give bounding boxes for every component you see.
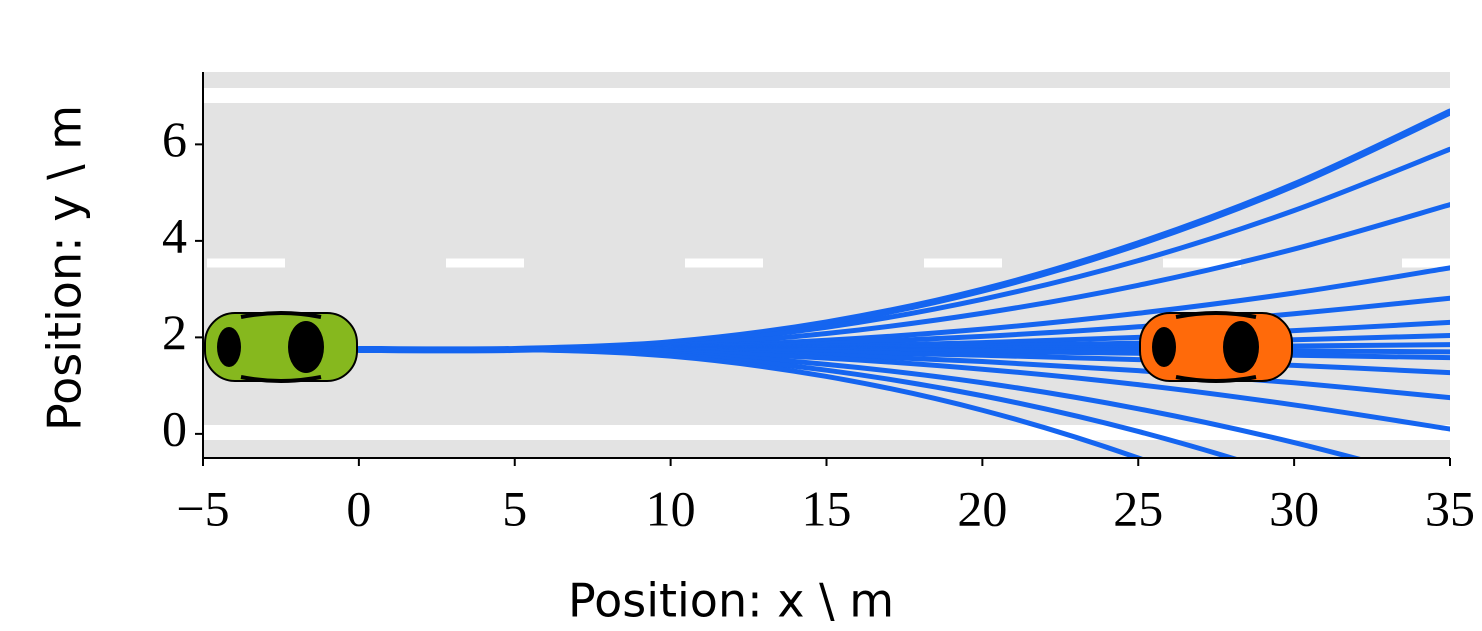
x-tick-label: 35: [1425, 480, 1475, 536]
y-tick-label: 2: [162, 304, 187, 360]
x-tick-label: −5: [176, 480, 229, 536]
y-axis-title: Position: y \ m: [38, 105, 92, 431]
y-tick-label: 4: [162, 207, 187, 263]
y-tick-label: 0: [162, 400, 187, 456]
y-tick-label: 6: [162, 111, 187, 167]
x-tick-label: 25: [1113, 480, 1163, 536]
ego-car: [205, 313, 357, 381]
x-tick-label: 15: [802, 480, 852, 536]
x-tick-label: 30: [1269, 480, 1319, 536]
x-tick-label: 0: [346, 480, 371, 536]
x-tick-label: 20: [957, 480, 1007, 536]
other-car: [1140, 313, 1292, 381]
chart: Position: x \ m Position: y \ m −5 0 5 10 15…: [0, 0, 1482, 631]
x-tick-label: 10: [646, 480, 696, 536]
x-axis-title: Position: x \ m: [568, 574, 894, 628]
x-tick-label: 5: [502, 480, 527, 536]
